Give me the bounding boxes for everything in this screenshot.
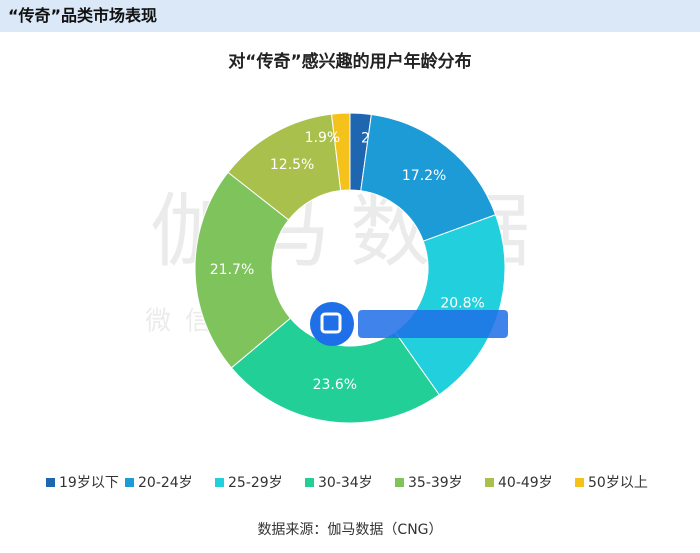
legend-swatch bbox=[125, 478, 134, 487]
legend-swatch bbox=[46, 478, 55, 487]
data-label: 12.5% bbox=[270, 157, 314, 173]
legend-swatch bbox=[575, 478, 584, 487]
header-title: “传奇”品类市场表现 bbox=[0, 0, 700, 32]
legend-swatch bbox=[215, 478, 224, 487]
legend-label: 30-34岁 bbox=[318, 475, 373, 491]
donut-segment bbox=[330, 112, 351, 192]
legend-swatch bbox=[395, 478, 404, 487]
legend-label: 35-39岁 bbox=[408, 475, 463, 491]
logo-square bbox=[320, 312, 342, 334]
logo-icon bbox=[310, 302, 354, 346]
donut-segment bbox=[230, 317, 440, 424]
legend-label: 40-49岁 bbox=[498, 475, 553, 491]
legend-swatch bbox=[485, 478, 494, 487]
legend-label: 20-24岁 bbox=[138, 475, 193, 491]
legend-label: 25-29岁 bbox=[228, 475, 283, 491]
data-label: 1.9% bbox=[305, 130, 341, 146]
data-label: 17.2% bbox=[402, 168, 446, 184]
chart: 对“传奇”感兴趣的用户年龄分布 伽马数据 微信号 2.2%17.2%20.8%2… bbox=[46, 51, 648, 538]
data-label: 23.6% bbox=[313, 377, 357, 393]
donut-segment bbox=[394, 214, 506, 396]
source: 数据来源：伽马数据（CNG） bbox=[257, 522, 442, 538]
logo-text-shape bbox=[358, 310, 508, 338]
legend-swatch bbox=[305, 478, 314, 487]
donut-segment bbox=[194, 171, 292, 369]
legend-label: 50岁以上 bbox=[588, 475, 648, 491]
logo bbox=[310, 302, 508, 346]
donut-segment bbox=[360, 113, 497, 242]
chart-title: 对“传奇”感兴趣的用户年龄分布 bbox=[228, 51, 471, 72]
data-label: 20.8% bbox=[440, 295, 484, 311]
legend-label: 19岁以下 bbox=[59, 475, 119, 491]
data-label: 21.7% bbox=[210, 262, 254, 278]
